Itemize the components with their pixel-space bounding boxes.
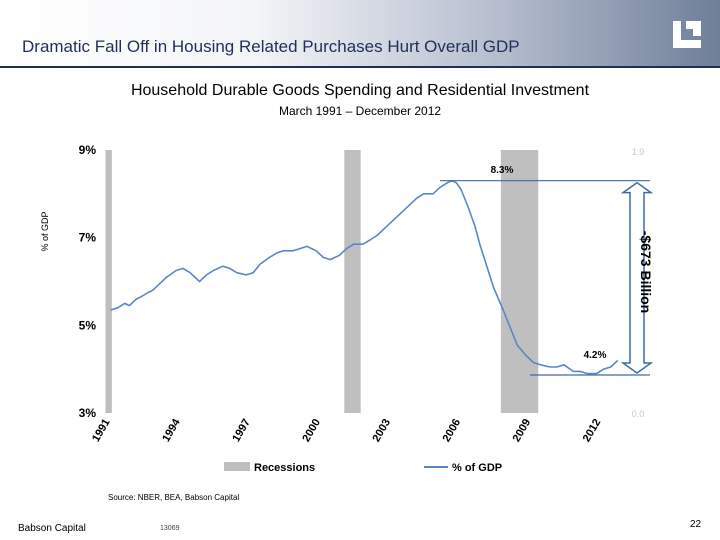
trough-label: 4.2% [584,350,607,361]
legend-series-label: % of GDP [452,462,502,474]
y-tick-label: 9% [79,143,97,157]
footer-company: Babson Capital [18,523,86,534]
peak-label: 8.3% [491,165,514,176]
babson-logo-icon [673,21,701,48]
right-tick-label: 0.0 [632,409,645,419]
y-tick-label: 7% [79,231,97,245]
header-rule [0,66,720,68]
slide-title: Dramatic Fall Off in Housing Related Pur… [22,37,520,56]
chart-title: Household Durable Goods Spending and Res… [130,82,590,99]
decline-arrow [620,181,654,374]
chart: 9% 7% 5% 3% % of GDP 1991 1994 1997 2000 2003 2006… [40,143,654,502]
x-tick-label: 1997 [230,417,253,444]
decline-label: -$673 Billion [638,231,654,313]
x-tick-label: 2000 [300,417,323,444]
y-axis-label: % of GDP [40,211,50,251]
recession-band [106,150,112,413]
x-tick-label: 2006 [441,417,464,444]
legend-recession-swatch [224,462,250,471]
series-line [110,179,619,375]
y-tick-label: 5% [79,318,97,332]
recession-band [344,150,361,413]
x-tick-label: 1991 [90,417,113,444]
x-tick-label: 2012 [581,417,604,444]
page-number: 22 [690,519,702,530]
x-tick-label: 2003 [370,417,393,444]
slide-header: Dramatic Fall Off in Housing Related Pur… [0,0,720,66]
chart-subtitle: March 1991 – December 2012 [278,104,442,118]
footer-code: 13069 [160,525,180,532]
right-tick-label: 1.9 [632,147,645,157]
x-tick-label: 1994 [160,416,183,444]
recession-band [500,150,539,413]
x-tick-label: 2009 [511,417,534,444]
y-tick-label: 3% [79,406,97,420]
source-note: Source: NBER, BEA, Babson Capital [108,493,239,502]
legend-recession-label: Recessions [254,462,315,474]
